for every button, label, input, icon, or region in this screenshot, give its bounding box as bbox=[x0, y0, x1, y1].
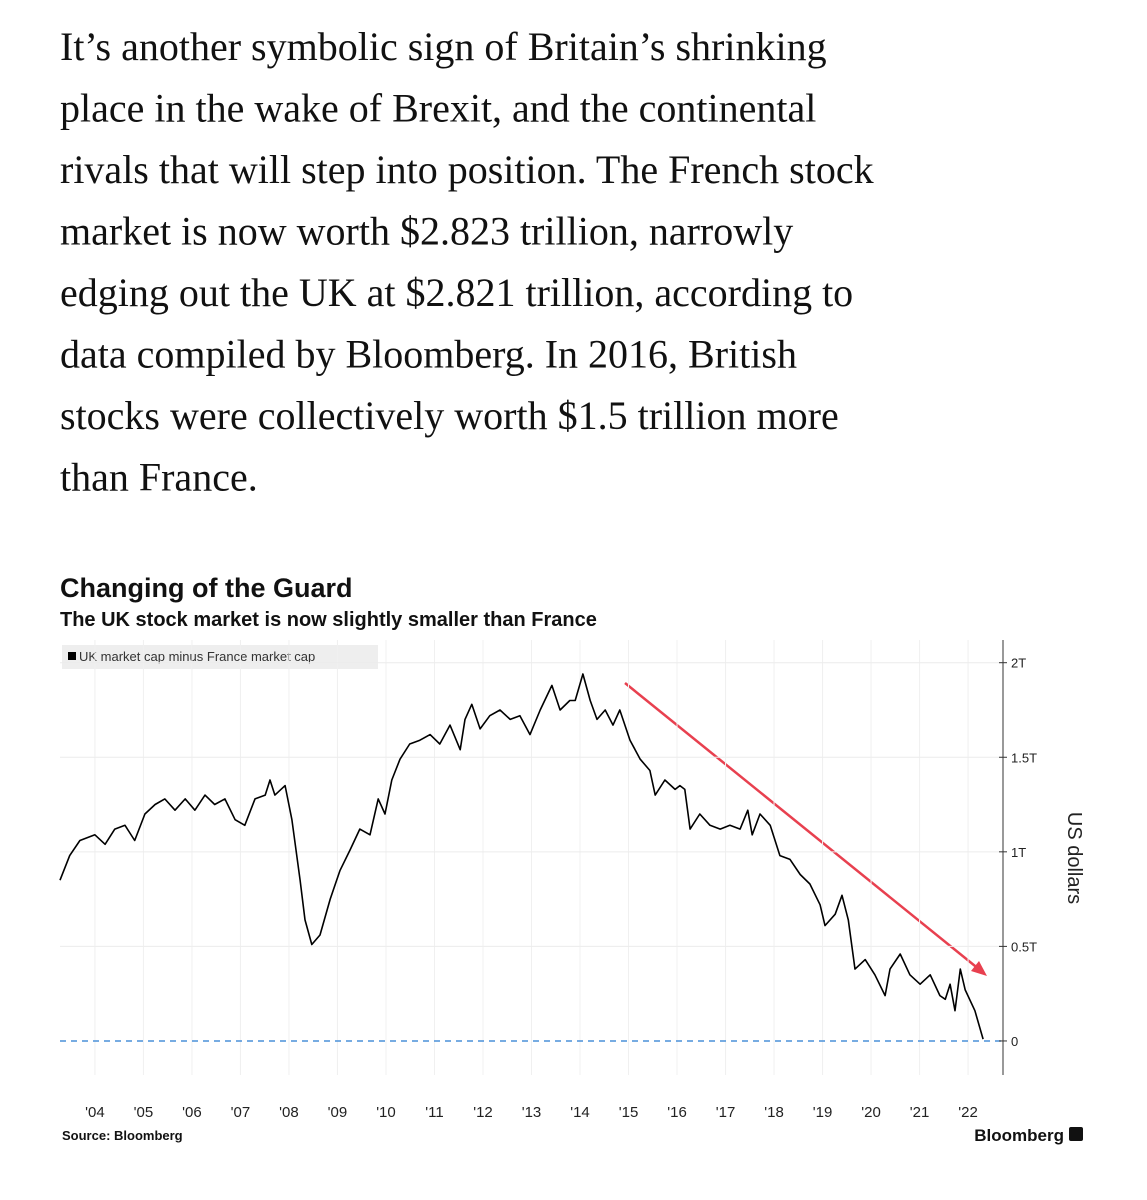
x-tick-label: '10 bbox=[376, 1104, 396, 1121]
x-tick-label: '19 bbox=[813, 1104, 833, 1121]
chart-title: Changing of the Guard bbox=[60, 573, 352, 603]
x-tick-label: '14 bbox=[570, 1104, 590, 1121]
x-tick-label: '12 bbox=[473, 1104, 493, 1121]
paragraph-line: data compiled by Bloomberg. In 2016, Bri… bbox=[60, 332, 797, 377]
x-tick-label: '20 bbox=[861, 1104, 881, 1121]
x-tick-label: '05 bbox=[134, 1104, 154, 1121]
y-tick-label: 0.5T bbox=[1011, 939, 1037, 954]
legend-swatch bbox=[68, 652, 76, 660]
y-tick-label: 1.5T bbox=[1011, 750, 1037, 765]
x-tick-label: '15 bbox=[619, 1104, 639, 1121]
x-tick-label: '21 bbox=[910, 1104, 930, 1121]
x-tick-label: '18 bbox=[764, 1104, 784, 1121]
trend-arrow bbox=[624, 682, 981, 971]
x-tick-label: '16 bbox=[667, 1104, 687, 1121]
paragraph-line: edging out the UK at $2.821 trillion, ac… bbox=[60, 270, 853, 315]
x-tick-label: '07 bbox=[231, 1104, 251, 1121]
x-tick-label: '08 bbox=[279, 1104, 299, 1121]
x-tick-label: '17 bbox=[716, 1104, 736, 1121]
article-paragraph: It’s another symbolic sign of Britain’s … bbox=[60, 24, 874, 500]
paragraph-line: rivals that will step into position. The… bbox=[60, 147, 874, 192]
brand-icon bbox=[1069, 1127, 1083, 1141]
x-tick-label: '06 bbox=[182, 1104, 202, 1121]
y-tick-label: 1T bbox=[1011, 845, 1026, 860]
legend-label: UK market cap minus France market cap bbox=[79, 649, 315, 664]
chart-subtitle: The UK stock market is now slightly smal… bbox=[60, 609, 597, 631]
x-tick-label: '11 bbox=[425, 1104, 443, 1121]
brand: Bloomberg bbox=[974, 1126, 1064, 1145]
x-tick-label: '13 bbox=[522, 1104, 542, 1121]
legend-box bbox=[62, 645, 378, 669]
paragraph-line: place in the wake of Brexit, and the con… bbox=[60, 86, 816, 131]
y-axis-label: US dollars bbox=[1063, 812, 1085, 904]
trend-arrow-head bbox=[971, 961, 987, 976]
paragraph-line: than France. bbox=[60, 455, 258, 500]
paragraph-line: stocks were collectively worth $1.5 tril… bbox=[60, 393, 839, 438]
y-tick-label: 2T bbox=[1011, 656, 1026, 671]
paragraph-line: market is now worth $2.823 trillion, nar… bbox=[60, 209, 793, 254]
x-tick-label: '22 bbox=[958, 1104, 978, 1121]
data-line bbox=[59, 673, 984, 1040]
x-tick-label: '09 bbox=[328, 1104, 348, 1121]
source: Source: Bloomberg bbox=[62, 1128, 183, 1143]
paragraph-line: It’s another symbolic sign of Britain’s … bbox=[60, 24, 827, 69]
y-tick-label: 0 bbox=[1011, 1034, 1018, 1049]
x-tick-label: '04 bbox=[85, 1104, 105, 1121]
